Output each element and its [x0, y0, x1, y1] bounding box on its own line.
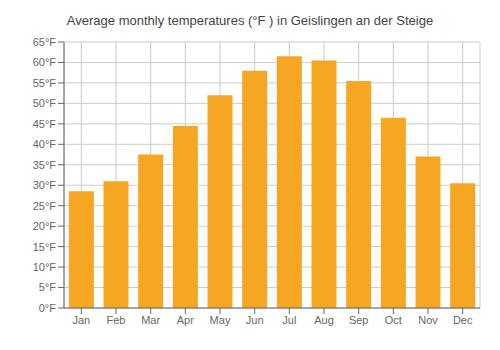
svg-text:Dec: Dec	[453, 314, 473, 326]
svg-text:50°F: 50°F	[33, 97, 57, 109]
svg-text:Nov: Nov	[418, 314, 438, 326]
svg-text:15°F: 15°F	[33, 241, 57, 253]
html-text:Average monthly temperatures (: Average monthly temperatures (°F ) in Ge…	[66, 13, 434, 28]
svg-text:Jul: Jul	[282, 314, 296, 326]
svg-text:Feb: Feb	[107, 314, 126, 326]
svg-text:Sep: Sep	[349, 314, 369, 326]
svg-text:55°F: 55°F	[33, 77, 57, 89]
svg-text:Aug: Aug	[314, 314, 334, 326]
svg-text:Oct: Oct	[385, 314, 402, 326]
svg-text:45°F: 45°F	[33, 118, 57, 130]
svg-text:Jan: Jan	[72, 314, 90, 326]
svg-text:10°F: 10°F	[33, 261, 57, 273]
svg-text:0°F: 0°F	[39, 302, 57, 314]
svg-text:25°F: 25°F	[33, 200, 57, 212]
svg-text:Jun: Jun	[246, 314, 264, 326]
svg-text:60°F: 60°F	[33, 56, 57, 68]
svg-text:Mar: Mar	[141, 314, 160, 326]
svg-text:Apr: Apr	[177, 314, 194, 326]
svg-text:20°F: 20°F	[33, 220, 57, 232]
svg-text:40°F: 40°F	[33, 138, 57, 150]
svg-text:35°F: 35°F	[33, 159, 57, 171]
svg-text:30°F: 30°F	[33, 179, 57, 191]
svg-text:5°F: 5°F	[39, 281, 57, 293]
svg-text:May: May	[210, 314, 231, 326]
svg-text:65°F: 65°F	[33, 36, 57, 48]
